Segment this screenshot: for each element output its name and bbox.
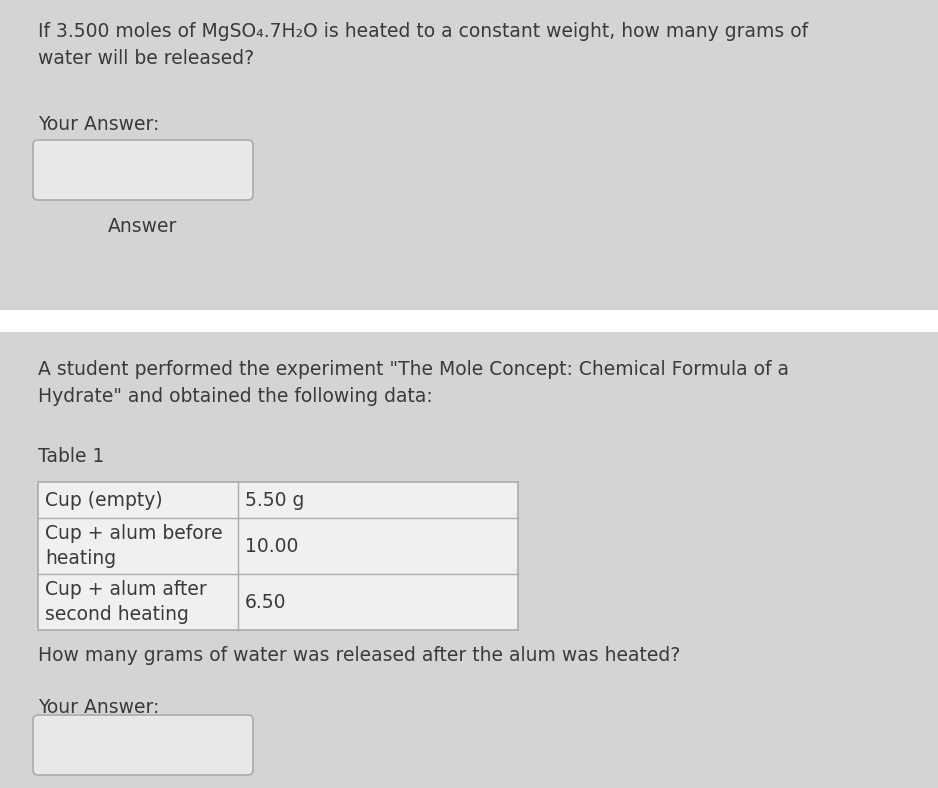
Bar: [38, 574, 518, 630]
Text: 10.00: 10.00: [245, 537, 298, 556]
Text: 6.50: 6.50: [245, 593, 286, 611]
Text: Cup (empty): Cup (empty): [45, 490, 162, 510]
Text: How many grams of water was released after the alum was heated?: How many grams of water was released aft…: [38, 646, 680, 665]
Text: If 3.500 moles of MgSO₄.7H₂O is heated to a constant weight, how many grams of
w: If 3.500 moles of MgSO₄.7H₂O is heated t…: [38, 22, 809, 68]
Bar: [0, 332, 938, 788]
Text: A student performed the experiment "The Mole Concept: Chemical Formula of a
Hydr: A student performed the experiment "The …: [38, 360, 789, 406]
Text: Your Answer:: Your Answer:: [38, 115, 159, 134]
Text: 5.50 g: 5.50 g: [245, 490, 304, 510]
Text: Cup + alum after
second heating: Cup + alum after second heating: [45, 580, 206, 624]
Bar: [0, 0, 938, 310]
Text: Answer: Answer: [108, 217, 177, 236]
Bar: [0, 310, 938, 332]
Bar: [38, 482, 518, 518]
Bar: [38, 482, 518, 630]
Text: Cup + alum before
heating: Cup + alum before heating: [45, 524, 222, 568]
FancyBboxPatch shape: [33, 715, 253, 775]
Text: Table 1: Table 1: [38, 447, 104, 466]
Text: Your Answer:: Your Answer:: [38, 698, 159, 717]
Bar: [38, 518, 518, 574]
FancyBboxPatch shape: [33, 140, 253, 200]
